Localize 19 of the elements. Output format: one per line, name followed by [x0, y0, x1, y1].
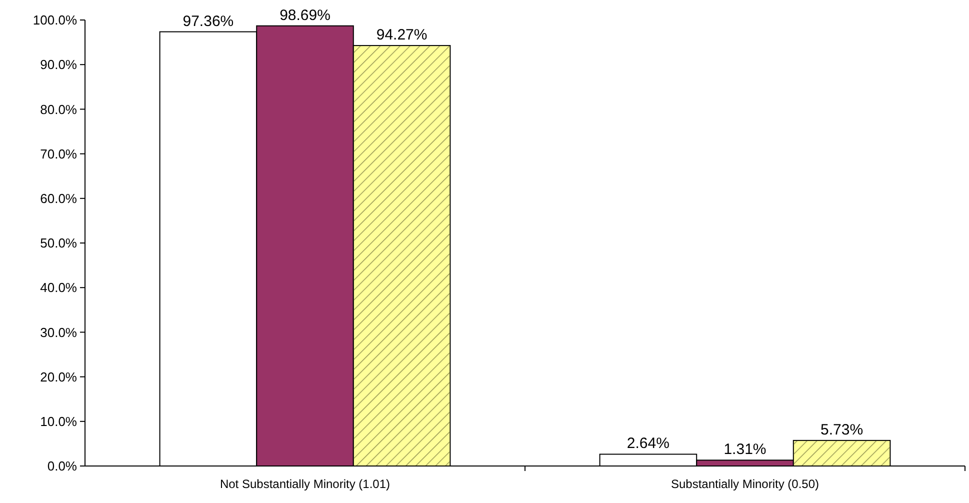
data-label: 5.73%: [820, 421, 864, 438]
y-tick-label: 40.0%: [40, 280, 78, 296]
y-tick-label: 0.0%: [47, 458, 78, 474]
data-label: 1.31%: [724, 441, 766, 458]
x-tick-label: Substantially Minority (0.50): [670, 477, 820, 491]
data-label: 94.27%: [376, 26, 428, 44]
data-label: 98.69%: [280, 6, 330, 24]
y-tick-label: 10.0%: [40, 414, 78, 429]
y-tick-label: 50.0%: [40, 236, 78, 251]
y-tick-label: 60.0%: [40, 190, 78, 206]
x-tick-label: Not Substantially Minority (1.01): [220, 477, 390, 491]
y-tick-label: 20.0%: [40, 369, 78, 384]
y-tick-label: 30.0%: [40, 324, 78, 340]
y-tick-label: 100.0%: [32, 12, 78, 28]
data-label: 2.64%: [626, 435, 670, 452]
data-label: 97.36%: [182, 12, 234, 30]
y-tick-label: 80.0%: [40, 102, 78, 117]
y-tick-label: 90.0%: [40, 57, 78, 72]
y-tick-label: 70.0%: [40, 146, 78, 162]
